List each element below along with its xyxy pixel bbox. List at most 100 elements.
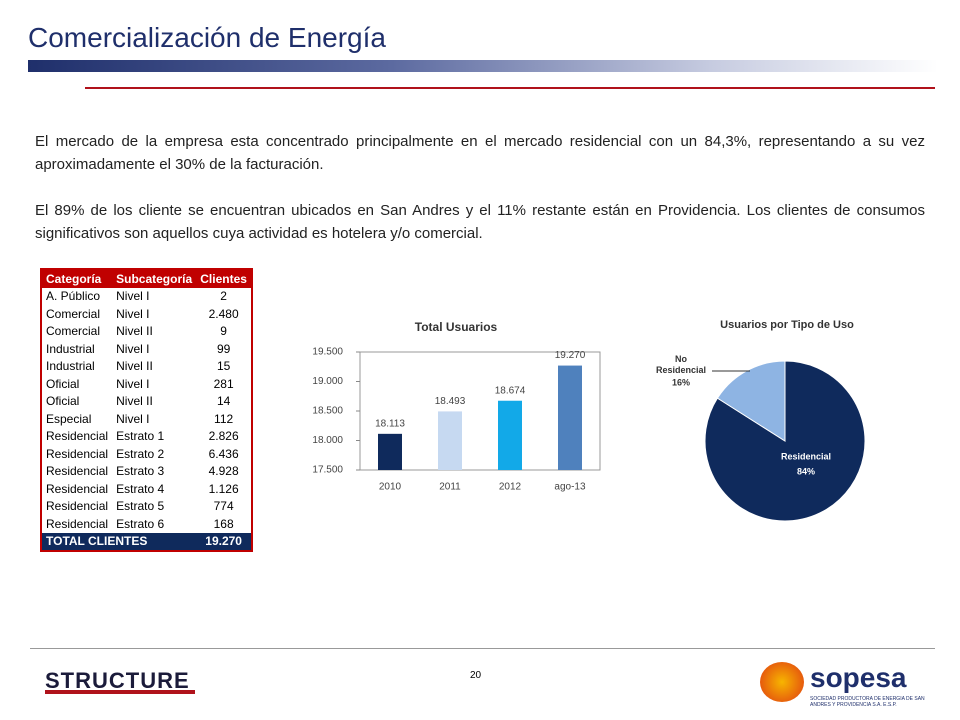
chart-title: Usuarios por Tipo de Uso xyxy=(720,319,854,331)
bar xyxy=(498,400,522,470)
table-row: A. Público Nivel I 2 xyxy=(41,288,252,306)
table-cell: Nivel I xyxy=(116,289,150,304)
y-tick-label: 19.500 xyxy=(312,347,343,358)
slice-value-label: 84% xyxy=(797,466,815,476)
slice-label: Residencial xyxy=(781,451,831,461)
charts: Total Usuarios 17.500 18.000 18.500 19.000 19… xyxy=(312,319,866,522)
y-tick-label: 18.500 xyxy=(312,406,343,417)
table-row: Residencial Estrato 3 4.928 xyxy=(41,463,252,481)
paragraph: El mercado de la empresa esta concentrad… xyxy=(35,133,925,173)
table-cell: 6.436 xyxy=(208,446,239,461)
page-number: 20 xyxy=(470,670,482,681)
table-cell: Nivel I xyxy=(116,411,150,426)
table-row: Oficial Nivel I 281 xyxy=(41,375,252,393)
x-tick-label: 2012 xyxy=(499,482,522,493)
table-cell: Nivel II xyxy=(116,394,153,409)
table-cell: Industrial xyxy=(46,359,95,374)
total-row: TOTAL CLIENTES 19.270 xyxy=(41,532,252,551)
table-cell: 14 xyxy=(216,394,231,409)
header-row: Categoría Subcategoría Clientes xyxy=(41,269,252,288)
table-cell: Estrato 2 xyxy=(116,446,165,461)
table-cell: Estrato 4 xyxy=(116,481,165,496)
logo-bar xyxy=(45,690,195,694)
table-cell: Oficial xyxy=(46,376,80,391)
table-cell: Especial xyxy=(46,411,92,426)
logo-caption: SOCIEDAD PRODUCTORA DE ENERGIA DE SAN AN… xyxy=(810,696,925,708)
value-label: 18.493 xyxy=(435,396,466,407)
table-cell: 99 xyxy=(216,341,231,356)
table-cell: Comercial xyxy=(46,324,101,339)
table-cell: TOTAL CLIENTES xyxy=(41,532,197,551)
logo-icon xyxy=(760,662,804,702)
table-cell: 4.928 xyxy=(208,464,239,479)
paragraph: El 89% de los cliente se encuentran ubic… xyxy=(35,202,925,242)
chart-title: Total Usuarios xyxy=(415,320,498,334)
table-cell: 774 xyxy=(213,499,234,514)
bar xyxy=(438,411,462,470)
table-cell: 281 xyxy=(213,376,234,391)
table-row: Comercial Nivel II 9 xyxy=(41,323,252,341)
slide-title: Comercialización de Energía xyxy=(28,22,386,53)
y-tick-label: 18.000 xyxy=(312,435,343,446)
table-cell: Estrato 6 xyxy=(116,516,165,531)
clients-table: Categoría Subcategoría Clientes A. Público N… xyxy=(40,268,253,552)
bar xyxy=(558,365,582,470)
logo-text: STRUCTURE xyxy=(45,668,190,693)
table-cell: Estrato 5 xyxy=(116,499,165,514)
value-label: 19.270 xyxy=(555,350,586,361)
table-cell: Residencial xyxy=(46,481,109,496)
table-cell: 2.480 xyxy=(208,306,239,321)
table-cell: Residencial xyxy=(46,516,109,531)
table-cell: Residencial xyxy=(46,446,109,461)
table-cell: 2.826 xyxy=(208,429,239,444)
logo-text: sopesa xyxy=(810,662,907,693)
table-row: Especial Nivel I 112 xyxy=(41,410,252,428)
table-cell: Industrial xyxy=(46,341,95,356)
column-header: Categoría xyxy=(41,269,113,288)
table-cell: 9 xyxy=(220,324,227,339)
table-cell: 19.270 xyxy=(196,532,252,551)
footer-rule xyxy=(30,648,935,649)
table-cell: 1.126 xyxy=(208,481,239,496)
slice-value-label: 16% xyxy=(672,377,690,387)
table-row: Residencial Estrato 2 6.436 xyxy=(41,445,252,463)
value-label: 18.674 xyxy=(495,385,526,396)
table-row: Residencial Estrato 4 1.126 xyxy=(41,480,252,498)
bar xyxy=(378,433,402,470)
header-band xyxy=(28,60,938,72)
y-tick-label: 17.500 xyxy=(312,465,343,476)
table-cell: Estrato 3 xyxy=(116,464,165,479)
column-header: Clientes xyxy=(196,269,252,288)
value-label: 18.113 xyxy=(375,418,405,429)
table-cell: Residencial xyxy=(46,464,109,479)
table-row: Oficial Nivel II 14 xyxy=(41,393,252,411)
table-cell: Nivel I xyxy=(116,376,150,391)
table-cell: 168 xyxy=(213,516,234,531)
table-cell: Nivel II xyxy=(116,359,153,374)
slice-label: No Residencial xyxy=(656,354,706,375)
table-cell: Comercial xyxy=(46,306,101,321)
table-row: Residencial Estrato 5 774 xyxy=(41,498,252,516)
table-cell: Nivel I xyxy=(116,341,150,356)
table-row: Residencial Estrato 1 2.826 xyxy=(41,428,252,446)
table-row: Comercial Nivel I 2.480 xyxy=(41,305,252,323)
table-cell: Residencial xyxy=(46,499,109,514)
x-tick-label: 2010 xyxy=(379,482,402,493)
x-tick-label: 2011 xyxy=(439,482,461,493)
x-tick-label: ago-13 xyxy=(554,482,586,493)
table-cell: 2 xyxy=(220,289,227,304)
table-cell: Residencial xyxy=(46,429,109,444)
table-cell: Oficial xyxy=(46,394,80,409)
table-cell: 112 xyxy=(214,411,234,426)
table-row: Industrial Nivel I 99 xyxy=(41,340,252,358)
y-tick-label: 19.000 xyxy=(312,376,343,387)
table-row: Industrial Nivel II 15 xyxy=(41,358,252,376)
table-row: Residencial Estrato 6 168 xyxy=(41,515,252,533)
column-header: Subcategoría xyxy=(112,269,197,288)
table-cell: Estrato 1 xyxy=(116,429,165,444)
table-cell: Nivel I xyxy=(116,306,150,321)
table-cell: 15 xyxy=(216,359,231,374)
header-rule xyxy=(85,87,935,89)
table-cell: A. Público xyxy=(46,289,101,304)
table-cell: Nivel II xyxy=(116,324,153,339)
